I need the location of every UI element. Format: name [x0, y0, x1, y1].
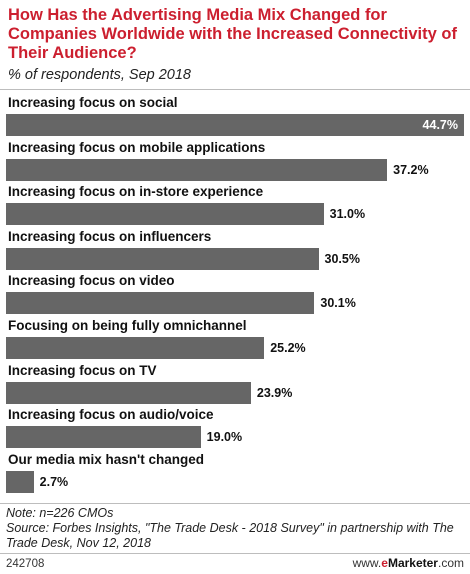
value-label: 23.9% [256, 385, 293, 400]
value-label: 2.7% [39, 474, 69, 489]
value-label: 30.1% [320, 296, 356, 311]
bar [6, 158, 388, 181]
bar-area: Increasing focus on social 44.7% Increasin… [0, 94, 470, 496]
bar [6, 247, 319, 270]
note-text: Note: n=226 CMOs [6, 506, 114, 520]
category-label: Increasing focus on influencers [8, 228, 212, 244]
value-label: 31.0% [329, 207, 366, 222]
chart-note: Note: n=226 CMOs Source: Forbes Insights… [6, 506, 466, 551]
brand-name: Marketer [387, 556, 438, 570]
bar [6, 292, 315, 315]
chart-subtitle: % of respondents, Sep 2018 [8, 67, 191, 83]
category-label: Increasing focus on video [8, 273, 175, 289]
bar [6, 337, 265, 359]
top-divider [0, 89, 470, 90]
bar [6, 203, 324, 226]
footer-divider [0, 553, 470, 554]
value-label: 25.2% [270, 341, 306, 355]
category-label: Focusing on being fully omnichannel [8, 318, 247, 333]
chart-title: How Has the Advertising Media Mix Change… [8, 6, 457, 62]
category-label: Increasing focus on social [8, 95, 178, 110]
value-label: 44.7% [422, 118, 458, 132]
source-text: Source: Forbes Insights, "The Trade Desk… [6, 521, 454, 550]
category-label: Increasing focus on TV [8, 362, 157, 378]
brand-suffix: .com [437, 556, 464, 570]
brand-e: e [381, 556, 388, 570]
category-label: Our media mix hasn't changed [8, 451, 205, 467]
bar [6, 114, 464, 136]
value-label: 19.0% [206, 430, 243, 445]
value-label: 30.5% [324, 251, 360, 266]
category-label: Increasing focus on audio/voice [8, 407, 214, 423]
brand-url[interactable]: www.eMarketer.com [353, 556, 464, 570]
bar [6, 381, 251, 404]
value-label: 37.2% [393, 162, 429, 177]
brand-prefix: www. [352, 556, 382, 570]
category-label: Increasing focus on in-store experience [8, 184, 264, 200]
chart-id: 242708 [6, 558, 45, 570]
category-label: Increasing focus on mobile applications [8, 139, 266, 155]
bar [6, 470, 34, 493]
bar [6, 426, 201, 449]
bottom-divider [0, 503, 470, 504]
